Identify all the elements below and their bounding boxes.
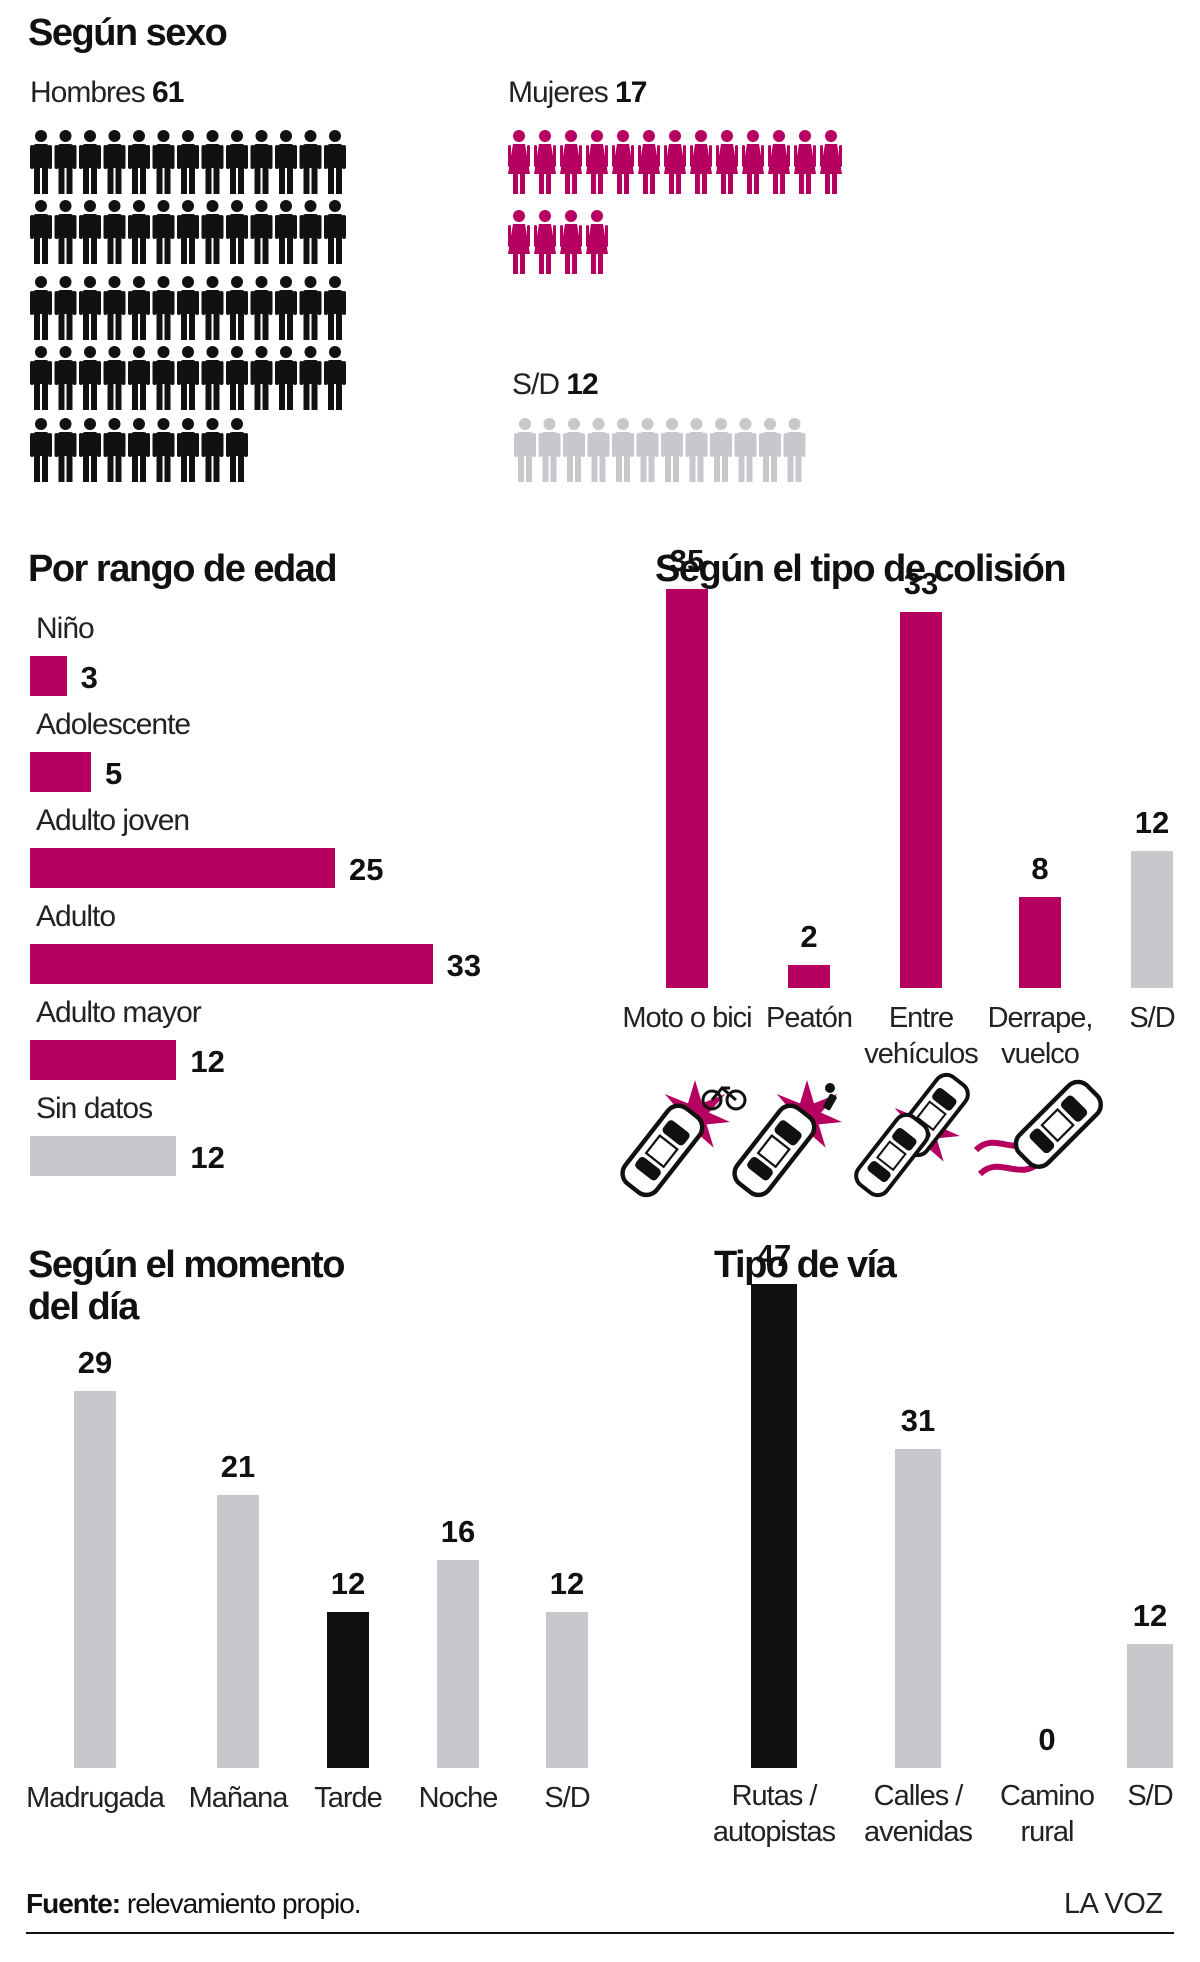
collision-bar [1131, 851, 1173, 988]
road-category-label: S/D [1127, 1780, 1173, 1812]
footer-source-label: Fuente: [26, 1888, 121, 1919]
section-title-daytime: Según el momento del día [28, 1244, 345, 1328]
collision-value-label: 2 [800, 919, 818, 955]
daytime-bar [327, 1612, 369, 1768]
collision-bar [666, 589, 708, 988]
age-bar [30, 1136, 177, 1176]
daytime-category-label: S/D [544, 1782, 590, 1814]
men-count: 61 [152, 76, 184, 109]
footer-source: Fuente: relevamiento propio. [26, 1888, 362, 1920]
daytime-value-label: 12 [549, 1566, 585, 1601]
age-bar [30, 1040, 177, 1080]
daytime-bar [437, 1560, 479, 1768]
women-label: Mujeres 17 [508, 76, 647, 110]
daytime-bar [546, 1612, 588, 1768]
men-label-text: Hombres [30, 76, 146, 109]
daytime-category-label: Mañana [188, 1782, 289, 1814]
age-category-label: Adolescente [36, 708, 191, 741]
age-category-label: Adulto mayor [36, 996, 202, 1029]
collision-category-label: Peatón [766, 1002, 853, 1034]
age-bar [30, 848, 335, 888]
road-value-label: 47 [756, 1237, 792, 1273]
road-value-label: 0 [1038, 1722, 1056, 1757]
collision-value-label: 8 [1031, 850, 1049, 886]
age-value-label: 33 [446, 948, 482, 983]
collision-category-label: Entre vehículos [864, 1002, 979, 1070]
age-category-label: Adulto joven [36, 804, 190, 837]
age-category-label: Niño [36, 612, 95, 645]
sd-label: S/D 12 [512, 368, 599, 402]
road-value-label: 12 [1132, 1598, 1168, 1634]
daytime-bar [217, 1495, 259, 1768]
daytime-category-label: Noche [418, 1782, 499, 1814]
daytime-category-label: Madrugada [26, 1782, 165, 1814]
collision-category-label: Moto o bici [622, 1002, 752, 1034]
footer-divider [26, 1932, 1174, 1934]
road-value-label: 31 [900, 1402, 936, 1438]
men-label: Hombres 61 [30, 76, 184, 110]
daytime-value-label: 29 [77, 1345, 113, 1380]
age-bar [30, 752, 91, 792]
age-category-label: Adulto [36, 900, 116, 933]
section-title-collision: Según el tipo de colisión [655, 548, 1067, 590]
footer-brand: LA VOZ [1064, 1888, 1163, 1920]
daytime-value-label: 21 [220, 1449, 256, 1484]
section-title-sex: Según sexo [28, 12, 228, 54]
sd-count: 12 [566, 368, 598, 401]
age-value-label: 12 [190, 1044, 225, 1079]
car-bike-collision-icon [617, 1080, 747, 1200]
road-bar [895, 1448, 941, 1768]
road-category-label: Calles / avenidas [863, 1780, 973, 1848]
age-value-label: 25 [349, 852, 384, 887]
car-car-collision-icon [849, 1068, 975, 1202]
age-value-label: 3 [80, 660, 98, 695]
car-skid-icon [973, 1076, 1106, 1177]
section-title-age: Por rango de edad [28, 548, 338, 590]
age-bar [30, 656, 67, 696]
collision-bar [1019, 896, 1061, 988]
road-bar [1127, 1644, 1173, 1768]
age-value-label: 5 [105, 756, 123, 791]
collision-value-label: 35 [669, 543, 705, 578]
daytime-category-label: Tarde [314, 1782, 383, 1814]
collision-bar [900, 611, 942, 988]
daytime-value-label: 12 [330, 1566, 366, 1601]
age-category-label: Sin datos [36, 1092, 153, 1125]
collision-value-label: 12 [1134, 805, 1170, 841]
road-category-label: Camino rural [1000, 1780, 1095, 1848]
road-category-label: Rutas / autopistas [712, 1780, 836, 1848]
car-pedestrian-collision-icon [729, 1080, 842, 1200]
daytime-bar [74, 1391, 116, 1768]
age-value-label: 12 [190, 1140, 225, 1175]
daytime-value-label: 16 [440, 1514, 476, 1549]
collision-bar [788, 965, 830, 988]
road-bar [751, 1283, 797, 1768]
sd-label-text: S/D [512, 368, 560, 401]
collision-value-label: 33 [903, 565, 939, 601]
footer-source-text: relevamiento propio. [126, 1888, 362, 1919]
women-count: 17 [615, 76, 647, 109]
collision-category-label: Derrape, vuelco [987, 1002, 1094, 1070]
section-title-road: Tipo de vía [714, 1244, 897, 1286]
women-label-text: Mujeres [508, 76, 609, 109]
age-bar [30, 944, 433, 984]
collision-category-label: S/D [1129, 1002, 1175, 1034]
